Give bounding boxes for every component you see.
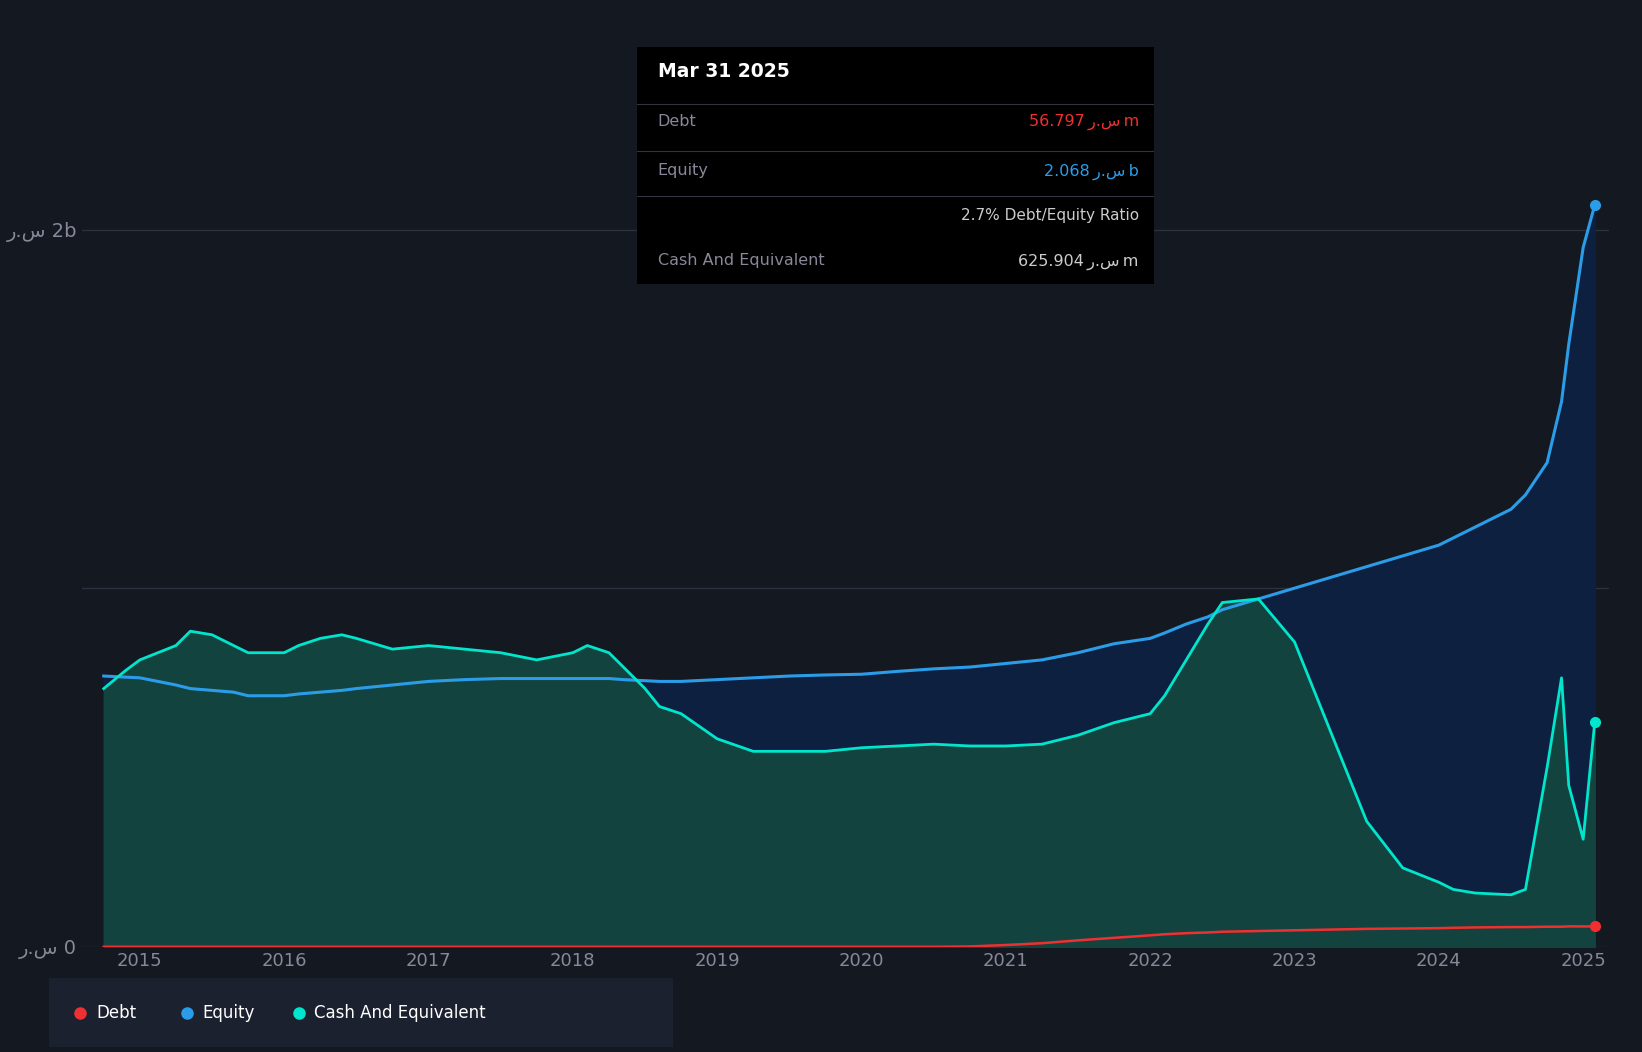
Text: 56.797 ر.س m: 56.797 ر.س m bbox=[1028, 114, 1140, 129]
Text: Mar 31 2025: Mar 31 2025 bbox=[658, 61, 790, 81]
Text: 2.068 ر.س b: 2.068 ر.س b bbox=[1044, 163, 1140, 180]
Text: 2.7% Debt/Equity Ratio: 2.7% Debt/Equity Ratio bbox=[961, 208, 1140, 223]
Text: Debt: Debt bbox=[95, 1004, 136, 1021]
Text: Debt: Debt bbox=[658, 114, 696, 128]
Text: Cash And Equivalent: Cash And Equivalent bbox=[315, 1004, 486, 1021]
Text: Equity: Equity bbox=[658, 163, 709, 179]
Text: Equity: Equity bbox=[202, 1004, 255, 1021]
Text: 625.904 ر.س m: 625.904 ر.س m bbox=[1018, 254, 1140, 269]
Text: Cash And Equivalent: Cash And Equivalent bbox=[658, 254, 824, 268]
